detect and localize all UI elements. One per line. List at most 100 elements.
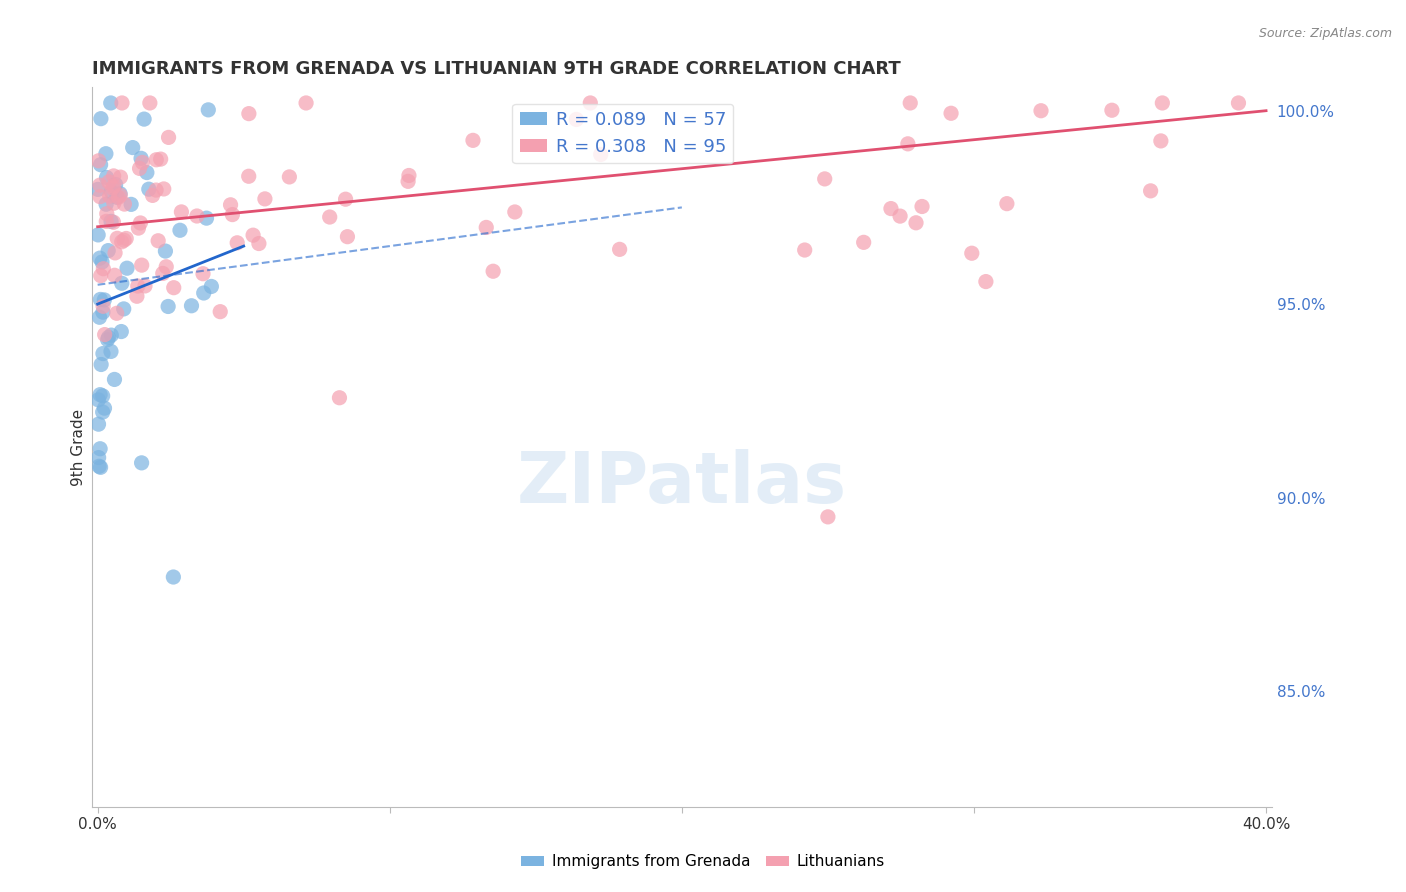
Immigrants from Grenada [100, 185, 122, 199]
Immigrants from Grenada [97, 330, 120, 344]
Lithuanians [974, 275, 997, 289]
Lithuanians [238, 169, 260, 184]
Lithuanians [129, 216, 152, 230]
Lithuanians [995, 196, 1018, 211]
Immigrants from Grenada [90, 460, 112, 475]
Lithuanians [134, 279, 156, 293]
Immigrants from Grenada [155, 244, 177, 258]
Lithuanians [475, 220, 498, 235]
Immigrants from Grenada [200, 279, 222, 293]
Immigrants from Grenada [93, 293, 115, 307]
Immigrants from Grenada [138, 182, 160, 196]
Lithuanians [145, 183, 167, 197]
Lithuanians [152, 182, 174, 196]
Lithuanians [125, 289, 148, 303]
Lithuanians [149, 152, 172, 166]
Immigrants from Grenada [131, 456, 153, 470]
Lithuanians [103, 196, 125, 211]
Immigrants from Grenada [108, 186, 131, 201]
Lithuanians [503, 205, 526, 219]
Immigrants from Grenada [94, 146, 117, 161]
Lithuanians [107, 190, 129, 204]
Lithuanians [609, 243, 631, 257]
Lithuanians [103, 215, 125, 229]
Immigrants from Grenada [135, 165, 157, 179]
Lithuanians [897, 136, 920, 151]
Lithuanians [814, 172, 837, 186]
Lithuanians [104, 246, 127, 260]
Lithuanians [93, 261, 115, 276]
Immigrants from Grenada [91, 346, 114, 360]
Lithuanians [93, 327, 115, 342]
Immigrants from Grenada [157, 300, 180, 314]
Lithuanians [90, 268, 112, 283]
Immigrants from Grenada [180, 299, 202, 313]
Lithuanians [880, 202, 903, 216]
Immigrants from Grenada [96, 170, 118, 185]
Lithuanians [110, 170, 132, 185]
Lithuanians [111, 235, 134, 249]
Lithuanians [103, 179, 125, 194]
Immigrants from Grenada [100, 214, 122, 228]
Lithuanians [105, 231, 128, 245]
Lithuanians [142, 188, 165, 202]
Lithuanians [238, 106, 260, 120]
Lithuanians [127, 221, 149, 235]
Immigrants from Grenada [87, 450, 110, 465]
Lithuanians [111, 95, 134, 110]
Lithuanians [226, 235, 249, 250]
Lithuanians [565, 112, 588, 127]
Immigrants from Grenada [105, 190, 128, 204]
Immigrants from Grenada [89, 387, 111, 401]
Lithuanians [112, 233, 135, 247]
Immigrants from Grenada [112, 301, 135, 316]
Lithuanians [105, 306, 128, 320]
Lithuanians [128, 161, 150, 176]
Lithuanians [911, 199, 934, 213]
Immigrants from Grenada [89, 251, 111, 265]
Lithuanians [152, 267, 174, 281]
Immigrants from Grenada [197, 103, 219, 117]
Lithuanians [396, 174, 419, 188]
Immigrants from Grenada [87, 392, 110, 407]
Lithuanians [939, 106, 962, 120]
Immigrants from Grenada [100, 344, 122, 359]
Lithuanians [295, 95, 318, 110]
Immigrants from Grenada [103, 372, 125, 386]
Lithuanians [1227, 95, 1250, 110]
Lithuanians [242, 228, 264, 243]
Immigrants from Grenada [97, 333, 120, 347]
Lithuanians [1101, 103, 1123, 118]
Immigrants from Grenada [94, 197, 117, 211]
Lithuanians [115, 231, 138, 245]
Immigrants from Grenada [93, 401, 115, 416]
Lithuanians [335, 192, 357, 206]
Lithuanians [1150, 134, 1173, 148]
Lithuanians [852, 235, 875, 250]
Lithuanians [89, 178, 111, 193]
Immigrants from Grenada [87, 227, 110, 242]
Lithuanians [103, 268, 125, 283]
Immigrants from Grenada [90, 358, 112, 372]
Immigrants from Grenada [89, 310, 111, 325]
Immigrants from Grenada [111, 277, 134, 291]
Lithuanians [398, 169, 420, 183]
Lithuanians [1152, 95, 1174, 110]
Lithuanians [146, 234, 169, 248]
Lithuanians [155, 260, 177, 274]
Text: IMMIGRANTS FROM GRENADA VS LITHUANIAN 9TH GRADE CORRELATION CHART: IMMIGRANTS FROM GRENADA VS LITHUANIAN 9T… [91, 60, 901, 78]
Immigrants from Grenada [97, 244, 120, 258]
Immigrants from Grenada [169, 223, 191, 237]
Lithuanians [131, 258, 153, 272]
Lithuanians [127, 279, 149, 293]
Lithuanians [101, 181, 124, 195]
Lithuanians [96, 214, 118, 228]
Immigrants from Grenada [90, 112, 112, 126]
Lithuanians [898, 95, 921, 110]
Immigrants from Grenada [100, 328, 122, 343]
Immigrants from Grenada [115, 261, 138, 276]
Lithuanians [960, 246, 983, 260]
Lithuanians [336, 229, 359, 244]
Lithuanians [328, 391, 350, 405]
Lithuanians [191, 267, 214, 281]
